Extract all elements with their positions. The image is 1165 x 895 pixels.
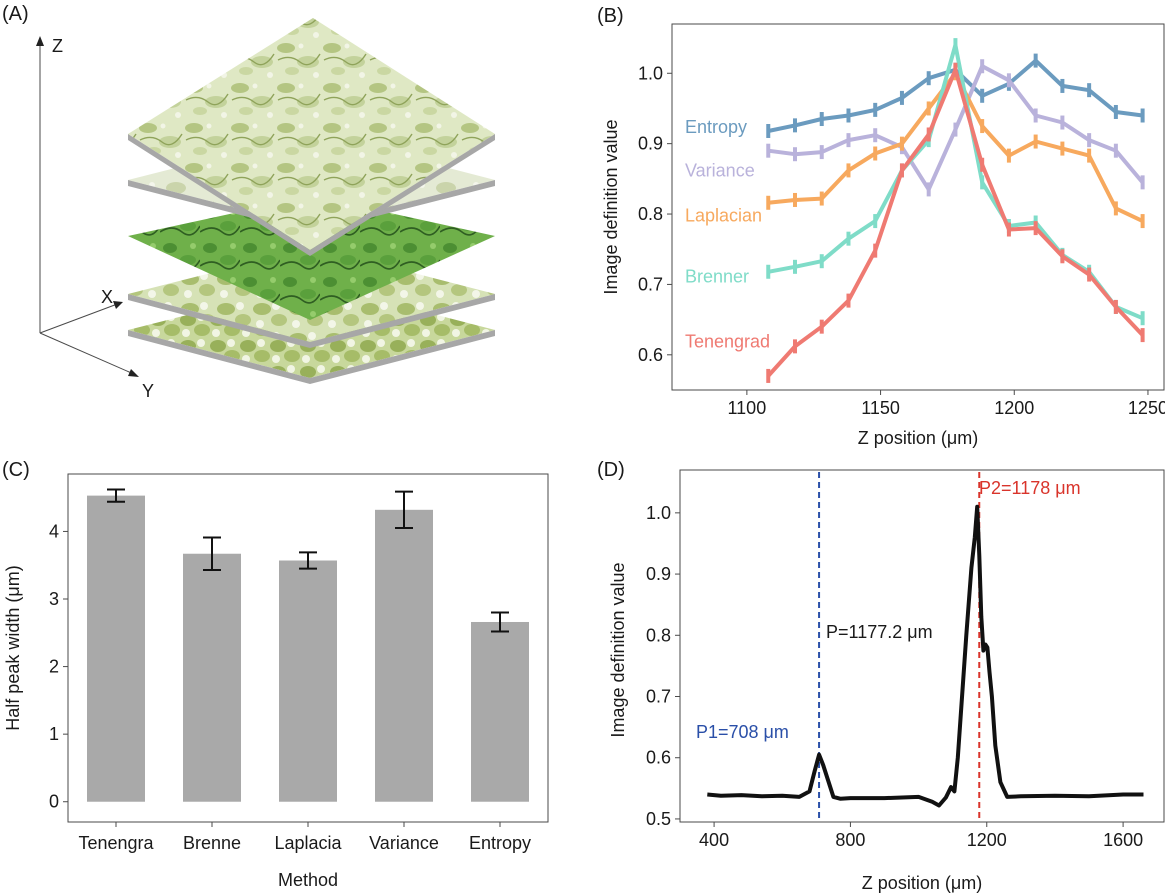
panel-a-label: (A) — [2, 3, 29, 25]
b-series-label-brenner: Brenner — [685, 267, 749, 287]
d-ytick-label: 0.5 — [646, 809, 671, 829]
d-ytick-label: 0.7 — [646, 687, 671, 707]
chart-c-marks: 0 1 2 3 4 Tenengra Brenne Laplacia Variance Entro… — [49, 488, 531, 853]
b-series-label-entropy: Entropy — [685, 117, 747, 137]
chart-b-xlabel: Z position (μm) — [858, 428, 978, 448]
d-ytick-label: 0.6 — [646, 748, 671, 768]
b-xtick-label: 1250 — [1128, 398, 1165, 418]
d-xtick-label: 400 — [699, 830, 729, 850]
c-ytick-label: 1 — [49, 724, 59, 744]
d-xtick-label: 800 — [835, 830, 865, 850]
panel-a: (A) Z X Y — [2, 3, 495, 401]
d-xtick-label: 1600 — [1103, 830, 1143, 850]
image-stack — [128, 18, 495, 384]
d-ytick-label: 0.8 — [646, 625, 671, 645]
chart-b-marks: 1100 1150 1200 1250 0.6 0.7 0.8 0.9 1.0 Entropy Va… — [638, 38, 1165, 418]
panel-c-label: (C) — [2, 459, 30, 481]
b-ytick-label: 1.0 — [638, 63, 663, 83]
c-xtick-label: Tenengra — [78, 833, 154, 853]
slice-1 — [128, 18, 495, 250]
chart-b-ylabel: Image definition value — [601, 119, 621, 294]
c-ytick-label: 4 — [49, 521, 59, 541]
b-series-label-tenengrad: Tenengrad — [685, 331, 770, 351]
c-xtick-label: Laplacia — [274, 833, 342, 853]
b-ytick-label: 0.8 — [638, 204, 663, 224]
panel-c: (C) 0 1 2 3 4 Tenengra Brenne Laplacia Variance E… — [2, 459, 549, 890]
plot-frame-d — [679, 469, 1165, 823]
d-trace-line — [707, 504, 1144, 808]
b-series-label-variance: Variance — [685, 160, 755, 180]
chart-c-xlabel: Method — [278, 870, 338, 890]
b-xtick-label: 1200 — [994, 398, 1034, 418]
chart-d-xlabel: Z position (μm) — [862, 873, 982, 893]
b-ytick-label: 0.7 — [638, 274, 663, 294]
d-ytick-label: 0.9 — [646, 564, 671, 584]
b-ytick-label: 0.6 — [638, 345, 663, 365]
panel-d-label: (D) — [597, 459, 625, 481]
c-bar — [375, 509, 433, 802]
plot-frame-b — [671, 23, 1165, 391]
panel-b: (B) 1100 1150 1200 1250 0.6 0.7 0.8 0.9 1.0 Entro… — [597, 5, 1165, 448]
b-series-line-laplacian — [768, 71, 1144, 223]
panel-d: (D) 400 800 1200 1600 0.5 0.6 0.7 0.8 0.9 1.0 P1=7… — [597, 459, 1165, 893]
c-ytick-label: 3 — [49, 589, 59, 609]
d-p-annotation: P=1177.2 μm — [826, 622, 933, 642]
c-xtick-label: Variance — [369, 833, 439, 853]
c-bar — [87, 495, 145, 802]
panel-b-label: (B) — [597, 5, 624, 27]
c-xtick-label: Brenne — [183, 833, 241, 853]
chart-d-ylabel: Image definition value — [608, 562, 628, 737]
c-ytick-label: 0 — [49, 792, 59, 812]
d-xtick-label: 1200 — [967, 830, 1007, 850]
c-bar — [279, 560, 337, 802]
c-bar — [471, 621, 529, 802]
z-axis-label: Z — [52, 36, 63, 56]
d-p1-annotation: P1=708 μm — [696, 722, 789, 742]
b-series-line-tenengrad — [766, 67, 1145, 378]
chart-c-ylabel: Half peak width (μm) — [3, 565, 23, 730]
b-xtick-label: 1150 — [861, 398, 900, 418]
b-xtick-label: 1100 — [728, 398, 767, 418]
slice-3 — [128, 196, 495, 320]
c-bar — [183, 553, 241, 802]
b-series-label-laplacian: Laplacian — [685, 205, 762, 225]
c-ytick-label: 2 — [49, 657, 59, 677]
d-p2-annotation: P2=1178 μm — [979, 478, 1081, 498]
x-axis-label: X — [101, 287, 113, 307]
c-xtick-label: Entropy — [469, 833, 531, 853]
axis-triad — [36, 36, 139, 377]
b-series-line-brenner — [767, 43, 1144, 321]
b-ytick-label: 0.9 — [638, 134, 663, 154]
y-axis-label: Y — [142, 381, 154, 401]
d-ytick-label: 1.0 — [646, 503, 671, 523]
chart-d-marks: 400 800 1200 1600 0.5 0.6 0.7 0.8 0.9 1.0 P1=708 μ… — [646, 472, 1144, 850]
